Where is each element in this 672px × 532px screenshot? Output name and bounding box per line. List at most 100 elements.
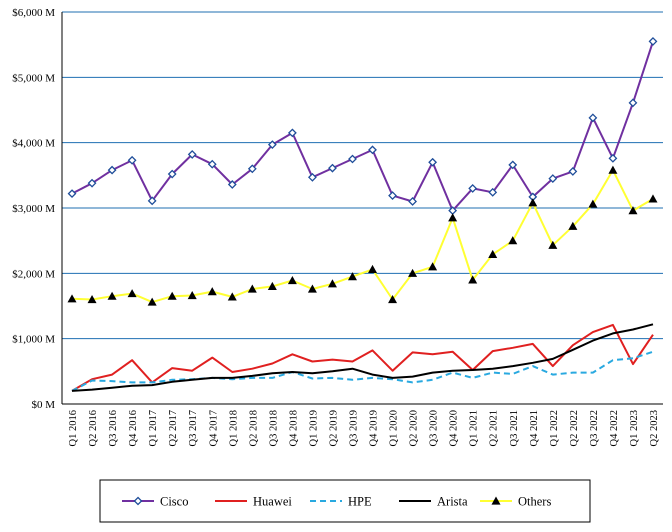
legend-label-cisco: Cisco	[160, 495, 188, 509]
x-tick-label: Q3 2022	[589, 410, 600, 446]
y-tick-label: $1,000 M	[12, 334, 55, 346]
data-point-cisco	[207, 159, 217, 169]
y-tick-label: $0 M	[31, 399, 55, 411]
x-tick-label: Q3 2017	[188, 410, 199, 446]
data-point-cisco	[147, 196, 157, 206]
x-tick-label: Q2 2020	[409, 410, 420, 446]
x-tick-label: Q2 2018	[248, 410, 259, 446]
data-point-cisco	[388, 191, 397, 201]
y-tick-label: $3,000 M	[12, 203, 55, 215]
data-point-others	[87, 294, 97, 304]
data-point-cisco	[648, 36, 658, 46]
x-tick-label: Q4 2019	[369, 410, 380, 446]
data-point-cisco	[67, 189, 77, 199]
x-tick-label: Q4 2016	[128, 410, 139, 446]
series-line-arista	[71, 323, 654, 392]
data-point-cisco	[167, 169, 177, 179]
y-tick-label: $4,000 M	[12, 138, 55, 150]
data-point-others	[227, 292, 237, 301]
series-line-others	[71, 169, 654, 304]
data-point-others	[488, 249, 498, 258]
x-tick-label: Q3 2019	[348, 410, 359, 446]
data-point-cisco	[348, 154, 357, 164]
data-point-cisco	[568, 166, 578, 176]
x-tick-label: Q1 2022	[549, 410, 560, 446]
data-point-cisco	[247, 164, 257, 174]
data-point-cisco	[227, 180, 237, 189]
data-point-cisco	[267, 140, 277, 150]
data-point-others	[327, 279, 337, 288]
data-point-cisco	[508, 160, 518, 170]
x-tick-label: Q4 2020	[449, 410, 460, 446]
data-point-others	[588, 199, 598, 208]
data-point-cisco	[408, 197, 418, 206]
data-point-others	[608, 165, 618, 174]
x-tick-label: Q2 2017	[168, 410, 179, 446]
x-tick-label: Q2 2019	[328, 410, 339, 446]
data-point-others	[548, 240, 558, 249]
data-point-others	[167, 291, 177, 300]
y-tick-label: $2,000 M	[12, 268, 55, 280]
data-point-others	[127, 289, 137, 298]
data-point-others	[347, 272, 357, 281]
data-point-cisco	[107, 165, 117, 175]
data-point-cisco	[287, 128, 297, 138]
data-point-cisco	[468, 183, 478, 193]
data-point-cisco	[428, 157, 438, 167]
x-tick-label: Q3 2021	[509, 410, 520, 446]
x-tick-label: Q3 2020	[429, 410, 440, 446]
x-tick-label: Q3 2018	[268, 410, 279, 446]
data-point-others	[648, 194, 658, 203]
legend-label-huawei: Huawei	[253, 495, 292, 509]
data-point-cisco	[488, 187, 498, 197]
x-tick-label: Q2 2016	[88, 410, 99, 446]
data-point-others	[508, 236, 518, 245]
data-point-others	[107, 291, 117, 300]
x-tick-label: Q3 2016	[108, 410, 119, 446]
x-tick-label: Q1 2023	[629, 410, 640, 446]
data-point-others	[287, 276, 297, 285]
data-point-cisco	[127, 155, 137, 165]
x-tick-label: Q1 2016	[68, 410, 79, 446]
legend-label-others: Others	[518, 495, 551, 509]
x-tick-label: Q2 2023	[649, 410, 660, 446]
x-tick-label: Q1 2018	[228, 410, 239, 446]
data-point-others	[307, 284, 317, 293]
data-point-others	[67, 294, 77, 303]
x-tick-label: Q1 2019	[308, 410, 319, 446]
series-line-hpe	[71, 350, 654, 392]
data-point-others	[388, 294, 398, 304]
data-point-cisco	[307, 172, 317, 182]
data-point-others	[247, 284, 257, 293]
series-line-cisco	[71, 41, 654, 212]
data-point-others	[528, 198, 538, 207]
x-tick-label: Q4 2022	[609, 410, 620, 446]
legend-marker-others	[491, 496, 501, 505]
data-point-cisco	[328, 163, 337, 173]
legend-label-arista: Arista	[437, 495, 468, 509]
data-point-cisco	[588, 113, 598, 123]
legend-label-hpe: HPE	[348, 495, 372, 509]
data-point-others	[207, 287, 217, 296]
x-tick-label: Q4 2018	[288, 410, 299, 446]
data-point-cisco	[608, 153, 618, 163]
data-point-cisco	[628, 98, 638, 108]
x-tick-label: Q2 2022	[569, 410, 580, 446]
data-point-others	[147, 297, 157, 306]
legend-marker-cisco	[133, 496, 143, 506]
x-tick-label: Q1 2021	[469, 410, 480, 446]
x-tick-label: Q4 2021	[529, 410, 540, 446]
series-line-huawei	[71, 323, 654, 392]
y-tick-label: $5,000 M	[12, 72, 55, 84]
data-point-cisco	[368, 145, 377, 155]
data-point-others	[568, 221, 578, 230]
x-tick-label: Q4 2017	[208, 410, 219, 446]
x-tick-label: Q1 2020	[389, 410, 400, 446]
data-point-others	[428, 262, 438, 271]
x-tick-label: Q2 2021	[489, 410, 500, 446]
data-point-others	[468, 275, 478, 284]
x-tick-label: Q1 2017	[148, 410, 159, 446]
data-point-others	[368, 264, 378, 274]
